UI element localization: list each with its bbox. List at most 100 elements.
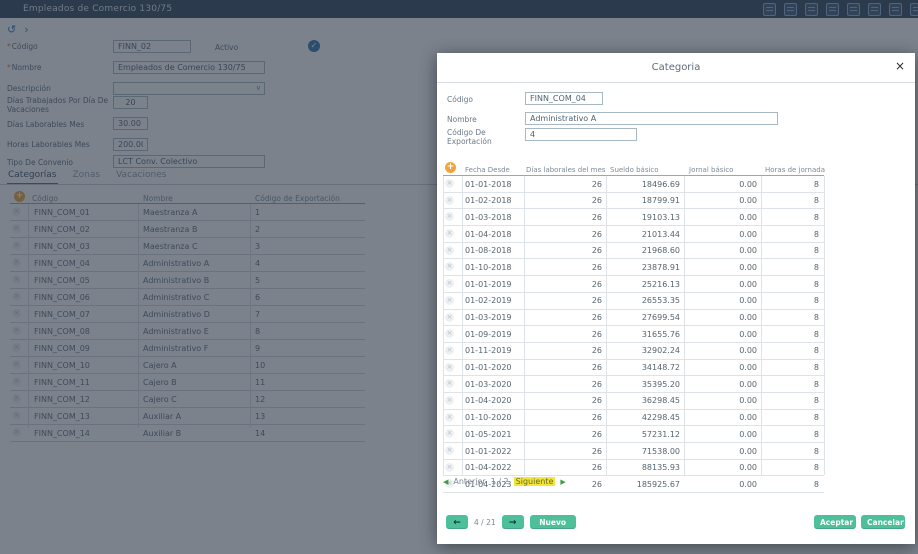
horas-jornada-cell: 8 — [813, 296, 819, 306]
salary-row[interactable]: × 01-01-2018 26 18496.69 0.00 8 — [443, 176, 824, 193]
delete-row-icon[interactable]: × — [445, 345, 454, 355]
horas-jornada-cell: 8 — [813, 346, 819, 356]
salary-row[interactable]: × 01-09-2019 26 31655.76 0.00 8 — [443, 326, 824, 343]
salary-col-divider — [824, 176, 825, 475]
fecha-desde-cell: 01-02-2018 — [465, 196, 512, 206]
fecha-desde-cell: 01-08-2018 — [465, 246, 512, 256]
modal-nombre-label: Nombre — [447, 115, 477, 124]
salary-row[interactable]: × 01-04-2023 26 185925.67 0.00 8 — [443, 476, 824, 494]
sueldo-basico-cell: 21013.44 — [641, 229, 680, 239]
salary-col-divider — [606, 176, 607, 475]
modal-codigo-field[interactable] — [525, 92, 603, 105]
salary-row[interactable]: × 01-03-2018 26 19103.13 0.00 8 — [443, 209, 824, 227]
delete-row-icon[interactable]: × — [445, 295, 454, 305]
salary-row[interactable]: × 01-03-2020 26 35395.20 0.00 8 — [443, 376, 824, 393]
pager-page-indicator: 1 / 2 — [490, 477, 509, 486]
modal-export-field[interactable] — [525, 128, 637, 141]
dias-laborales-cell: 26 — [591, 429, 602, 439]
dias-laborales-cell: 26 — [591, 363, 602, 373]
next-record-button[interactable]: → — [501, 515, 524, 529]
delete-row-icon[interactable]: × — [445, 312, 454, 322]
modal-actions: Aceptar Cancelar — [814, 515, 905, 529]
jornal-basico-cell: 0.00 — [739, 212, 757, 222]
salary-row[interactable]: × 01-10-2020 26 42298.45 0.00 8 — [443, 410, 824, 427]
delete-row-icon[interactable]: × — [445, 179, 454, 188]
delete-row-icon[interactable]: × — [445, 212, 454, 222]
accept-button[interactable]: Aceptar — [814, 515, 856, 529]
cancel-button[interactable]: Cancelar — [861, 515, 905, 529]
sueldo-basico-cell: 42298.45 — [641, 413, 680, 423]
dias-laborales-cell: 26 — [591, 179, 602, 189]
horas-jornada-cell: 8 — [813, 212, 819, 222]
modal-export-label: Código De Exportación — [447, 128, 492, 146]
dias-laborales-cell: 26 — [591, 196, 602, 206]
salary-row[interactable]: × 01-01-2022 26 71538.00 0.00 8 — [443, 443, 824, 460]
delete-row-icon[interactable]: × — [445, 279, 454, 289]
delete-row-icon[interactable]: × — [445, 262, 454, 272]
horas-jornada-cell: 8 — [813, 446, 819, 456]
horas-jornada-cell: 8 — [813, 363, 819, 373]
salary-row[interactable]: × 01-10-2018 26 23878.91 0.00 8 — [443, 259, 824, 277]
dias-laborales-cell: 26 — [591, 262, 602, 272]
jornal-basico-cell: 0.00 — [739, 246, 757, 256]
pager-prev-link[interactable]: Anterior — [453, 477, 486, 486]
sueldo-basico-cell: 18799.91 — [641, 196, 680, 206]
salary-header-sueldo: Sueldo básico — [610, 166, 659, 174]
delete-row-icon[interactable]: × — [445, 479, 454, 489]
fecha-desde-cell: 01-03-2019 — [465, 313, 512, 322]
jornal-basico-cell: 0.00 — [739, 196, 757, 206]
jornal-basico-cell: 0.00 — [739, 379, 757, 389]
dias-laborales-cell: 26 — [591, 413, 602, 423]
dias-laborales-cell: 26 — [591, 346, 602, 356]
sueldo-basico-cell: 34148.72 — [641, 363, 680, 373]
salary-row[interactable]: × 01-01-2019 26 25216.13 0.00 8 — [443, 276, 824, 293]
horas-jornada-cell: 8 — [813, 179, 819, 189]
delete-row-icon[interactable]: × — [445, 245, 454, 255]
horas-jornada-cell: 8 — [813, 279, 819, 289]
add-salary-row-icon[interactable]: + — [445, 162, 456, 173]
pager-next-icon[interactable]: ▶ — [560, 477, 566, 486]
prev-record-button[interactable]: ← — [446, 515, 468, 529]
sueldo-basico-cell: 27699.54 — [641, 313, 680, 322]
delete-row-icon[interactable]: × — [445, 446, 454, 455]
delete-row-icon[interactable]: × — [445, 362, 454, 372]
fecha-desde-cell: 01-01-2019 — [465, 279, 512, 289]
delete-row-icon[interactable]: × — [445, 329, 454, 339]
jornal-basico-cell: 0.00 — [739, 262, 757, 272]
modal-nombre-field[interactable] — [525, 112, 778, 125]
horas-jornada-cell: 8 — [813, 413, 819, 423]
dias-laborales-cell: 26 — [591, 329, 602, 339]
record-position: 4 / 21 — [474, 517, 496, 527]
salary-row[interactable]: × 01-02-2019 26 26553.35 0.00 8 — [443, 293, 824, 310]
delete-row-icon[interactable]: × — [445, 195, 454, 205]
pager-next-link[interactable]: Siguiente — [513, 477, 556, 486]
delete-row-icon[interactable]: × — [445, 395, 454, 405]
salary-row[interactable]: × 01-05-2021 26 57231.12 0.00 8 — [443, 426, 824, 443]
dias-laborales-cell: 26 — [591, 479, 602, 489]
delete-row-icon[interactable]: × — [445, 429, 454, 439]
salary-row[interactable]: × 01-04-2020 26 36298.45 0.00 8 — [443, 393, 824, 410]
salary-header-horas: Horas de jornada — [765, 166, 826, 174]
salary-row[interactable]: × 01-08-2018 26 21968.60 0.00 8 — [443, 243, 824, 260]
pager-prev-icon[interactable]: ◀ — [443, 477, 449, 486]
delete-row-icon[interactable]: × — [445, 412, 454, 422]
delete-row-icon[interactable]: × — [445, 379, 454, 389]
new-button[interactable]: Nuevo — [529, 515, 576, 529]
fecha-desde-cell: 01-01-2020 — [465, 363, 512, 373]
salary-row[interactable]: × 01-11-2019 26 32902.24 0.00 8 — [443, 343, 824, 360]
sueldo-basico-cell: 19103.13 — [641, 212, 680, 222]
delete-row-icon[interactable]: × — [445, 462, 454, 472]
salary-row[interactable]: × 01-04-2022 26 88135.93 0.00 8 — [443, 460, 824, 477]
horas-jornada-cell: 8 — [813, 396, 819, 406]
salary-col-divider — [524, 176, 525, 475]
salary-header-fecha: Fecha Desde — [465, 166, 510, 174]
dias-laborales-cell: 26 — [591, 212, 602, 222]
close-icon[interactable]: × — [894, 59, 905, 73]
salary-row[interactable]: × 01-03-2019 26 27699.54 0.00 8 — [443, 310, 824, 327]
salary-row[interactable]: × 01-02-2018 26 18799.91 0.00 8 — [443, 193, 824, 210]
fecha-desde-cell: 01-10-2018 — [465, 262, 512, 272]
salary-row[interactable]: × 01-04-2018 26 21013.44 0.00 8 — [443, 226, 824, 243]
salary-row[interactable]: × 01-01-2020 26 34148.72 0.00 8 — [443, 360, 824, 377]
delete-row-icon[interactable]: × — [445, 229, 454, 239]
horas-jornada-cell: 8 — [813, 479, 819, 489]
